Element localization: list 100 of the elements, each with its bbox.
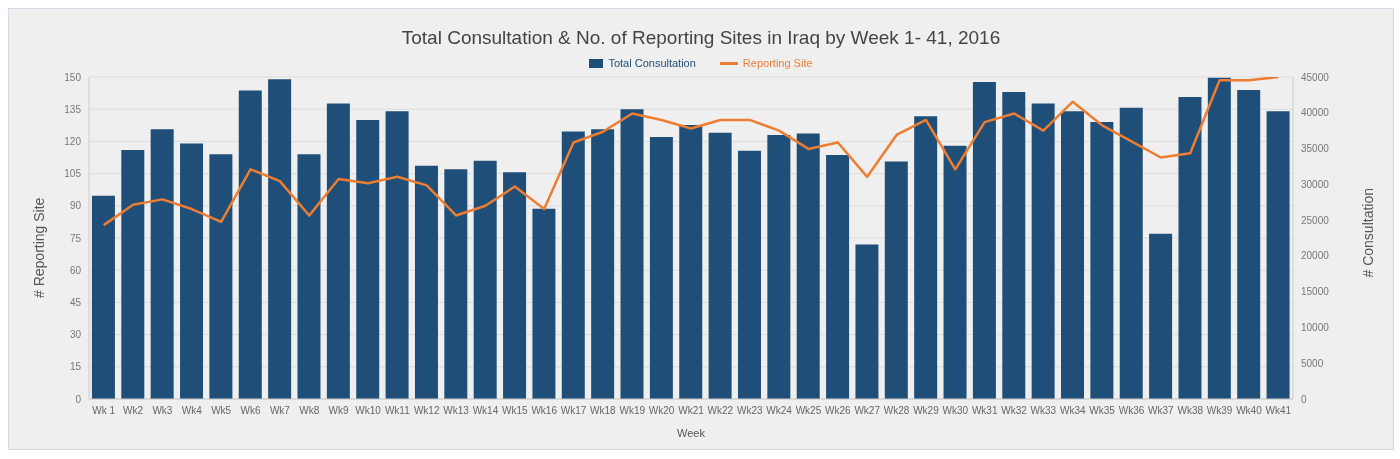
x-tick-label: Wk25 [795,405,822,417]
x-tick-label: Wk34 [1059,405,1086,417]
bar [1149,233,1173,399]
bar [1119,107,1143,399]
y-tick-label: 120 [64,135,82,147]
bar [297,154,321,399]
bar [620,109,644,399]
y2-tick-label: 30000 [1301,178,1330,190]
bar [150,129,174,399]
y-tick-label: 150 [64,71,82,83]
y2-tick-label: 5000 [1301,357,1324,369]
legend-label: Total Consultation [608,57,696,69]
bar [414,165,438,399]
x-tick-label: Wk30 [942,405,969,417]
bar [855,244,879,399]
bar [767,134,791,399]
bar [796,133,820,399]
x-tick-label: Wk22 [707,405,734,417]
bar [532,208,556,399]
x-tick-label: Wk20 [648,405,675,417]
x-tick-label: Wk12 [413,405,440,417]
bar [444,169,468,399]
x-tick-label: Wk18 [590,405,617,417]
bar [1031,103,1055,399]
y-tick-label: 135 [64,103,82,115]
x-tick-label: Wk19 [619,405,646,417]
x-tick-label: Wk17 [560,405,587,417]
y-tick-label: 105 [64,168,82,180]
y2-tick-label: 15000 [1301,286,1330,298]
bar [268,79,292,399]
bar [826,155,850,399]
bar [180,143,204,399]
x-tick-label: Wk 1 [92,405,116,417]
x-tick-label: Wk3 [152,405,173,417]
bar [943,145,967,399]
x-tick-label: Wk35 [1089,405,1116,417]
bar [1090,122,1114,399]
x-tick-label: Wk4 [181,405,203,417]
x-tick-label: Wk5 [211,405,232,417]
x-tick-label: Wk14 [472,405,499,417]
bar [238,90,262,399]
y-tick-label: 75 [69,232,82,244]
bar [679,124,703,399]
x-tick-label: Wk36 [1118,405,1145,417]
x-tick-label: Wk29 [913,405,940,417]
y-axis-title: # Reporting Site [30,197,47,298]
chart-title: Total Consultation & No. of Reporting Sites in Iraq by Week 1- 41, 2016 [400,26,1002,49]
bar [91,195,115,399]
x-tick-label: Wk27 [854,405,881,417]
x-tick-label: Wk24 [766,405,793,417]
bar [1002,92,1026,399]
y2-tick-label: 35000 [1301,143,1330,155]
y2-tick-label: 45000 [1301,71,1330,83]
x-tick-label: Wk2 [123,405,144,417]
bar [1237,89,1261,399]
y2-tick-label: 20000 [1301,250,1330,262]
x-tick-label: Wk26 [825,405,852,417]
bar [591,129,615,399]
y2-axis-title: # Consultation [1359,188,1376,278]
bar [649,137,673,399]
x-tick-label: Wk37 [1148,405,1175,417]
bar [121,149,145,399]
y-tick-label: 0 [75,393,82,405]
y-tick-label: 15 [69,361,82,373]
bar [561,131,585,399]
bar [1207,77,1231,399]
x-tick-label: Wk31 [971,405,998,417]
bar [972,82,996,399]
bar [884,161,908,399]
x-tick-label: Wk10 [355,405,382,417]
x-tick-label: Wk33 [1030,405,1057,417]
legend-label: Reporting Site [742,57,813,69]
bar [1061,111,1085,399]
x-tick-label: Wk7 [269,405,291,417]
bar [473,160,497,399]
bar [737,150,761,399]
x-tick-label: Wk40 [1236,405,1263,417]
bar [914,116,938,399]
x-tick-label: Wk38 [1177,405,1204,417]
bar [326,103,350,399]
y-tick-label: 60 [69,264,82,276]
bar [1266,111,1290,399]
bar [708,132,732,399]
y2-tick-label: 25000 [1301,214,1330,226]
bar [356,119,380,399]
x-tick-label: Wk8 [299,405,320,417]
bar [503,172,527,399]
x-tick-label: Wk41 [1265,405,1292,417]
x-tick-label: Wk13 [443,405,470,417]
x-tick-label: Wk28 [883,405,910,417]
x-tick-label: Wk15 [502,405,529,417]
x-tick-label: Wk21 [678,405,705,417]
x-tick-label: Wk9 [328,405,350,417]
x-tick-label: Wk6 [240,405,261,417]
x-tick-label: Wk23 [736,405,763,417]
x-tick-label: Wk32 [1001,405,1028,417]
y2-tick-label: 10000 [1301,321,1330,333]
x-tick-label: Wk16 [531,405,558,417]
y-tick-label: 30 [69,329,82,341]
x-axis-title: Week [677,427,706,439]
